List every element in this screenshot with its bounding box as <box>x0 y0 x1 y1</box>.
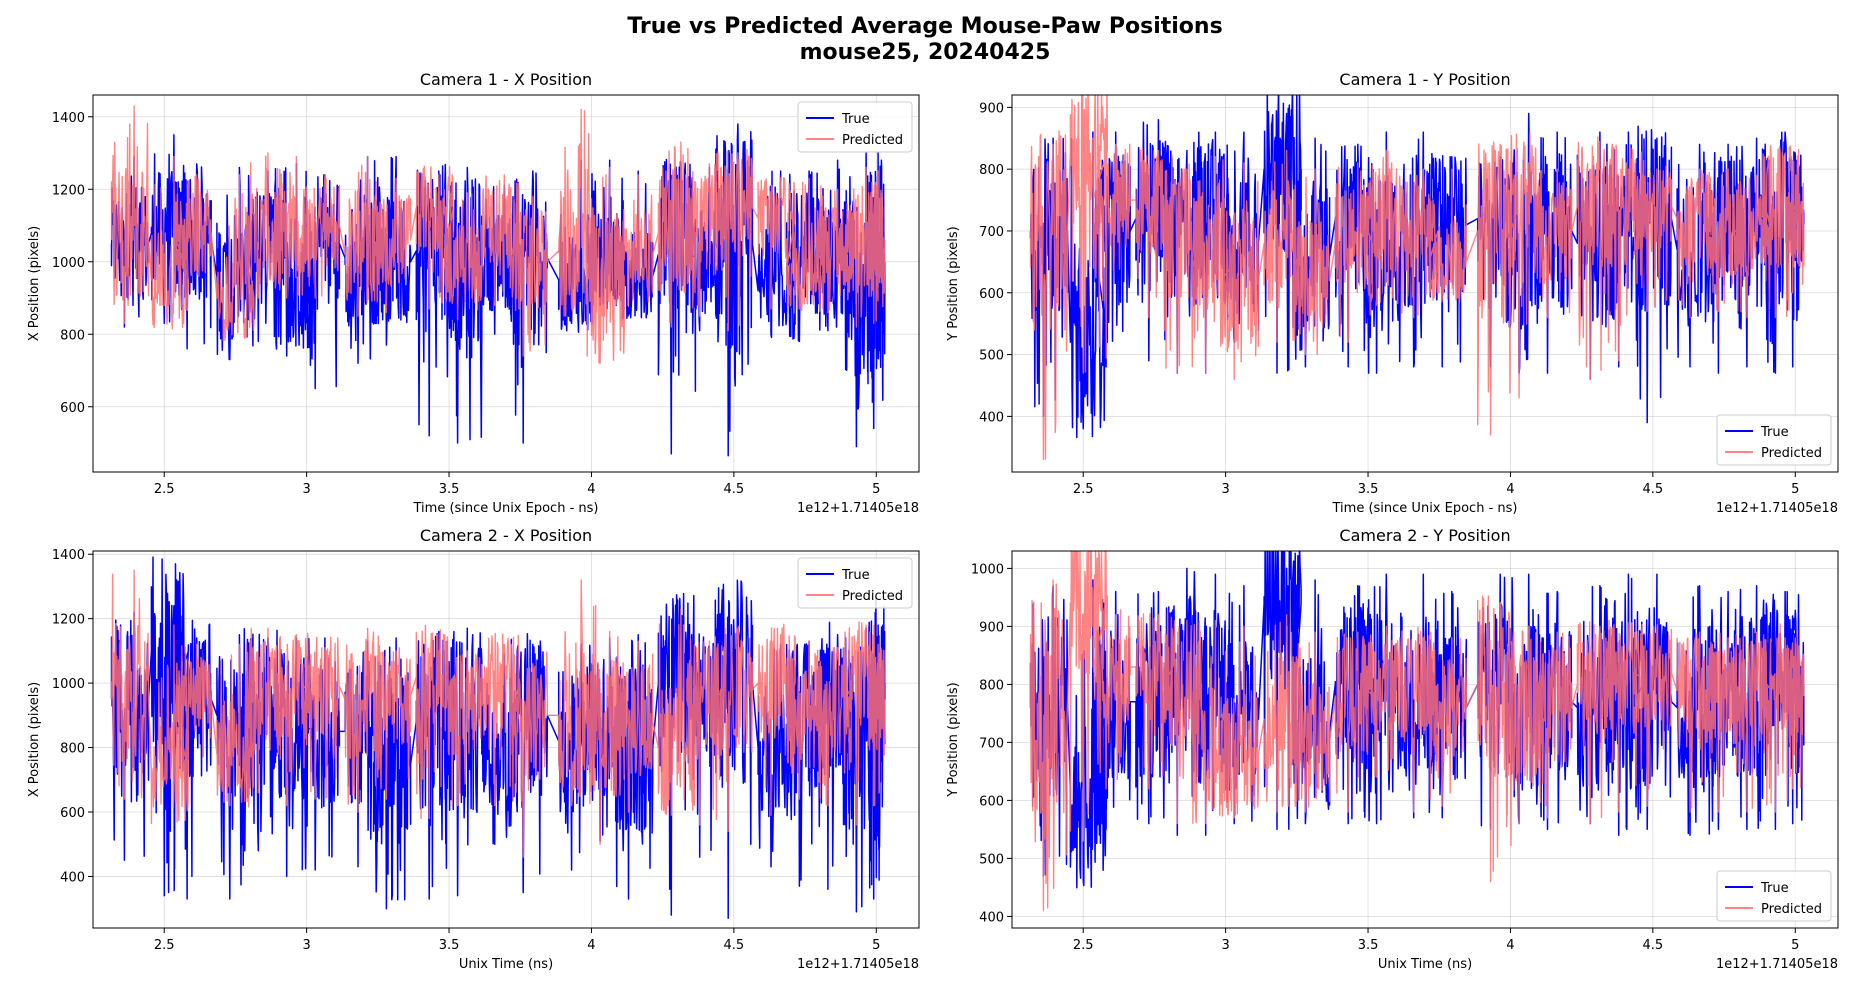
plot-area <box>1029 95 1805 461</box>
figure-title-line1: True vs Predicted Average Mouse-Paw Posi… <box>627 14 1223 39</box>
series-true-line <box>1029 551 1805 889</box>
y-tick-label: 900 <box>979 101 1004 116</box>
subplot-title: Camera 1 - X Position <box>420 70 592 89</box>
y-tick-label: 400 <box>979 410 1004 425</box>
subplot-3: 2.5 3 3.5 4 4.5 5 400 600 800 1000 1200 1400 Camera … <box>27 526 920 972</box>
y-tick-label: 1000 <box>52 256 85 271</box>
x-axis-label: Unix Time (ns) <box>459 957 553 972</box>
y-tick-label: 1000 <box>52 677 85 692</box>
x-offset-label: 1e12+1.71405e18 <box>1716 957 1838 972</box>
y-tick-label: 1200 <box>52 183 85 198</box>
axes-frame <box>92 94 920 473</box>
x-tick-label: 4.5 <box>724 938 745 953</box>
x-tick-label: 3 <box>1221 482 1229 497</box>
plot-area <box>1029 551 1805 912</box>
subplot-1: 2.5 3 3.5 4 4.5 5 600 800 1000 1200 1400 Camera 1 -… <box>27 70 920 516</box>
x-tick-label: 3.5 <box>439 482 460 497</box>
y-tick-label: 600 <box>979 287 1004 302</box>
y-tick-label: 600 <box>60 806 85 821</box>
x-offset-label: 1e12+1.71405e18 <box>797 957 919 972</box>
y-tick-label: 600 <box>979 794 1004 809</box>
y-tick-label: 700 <box>979 736 1004 751</box>
subplot-title: Camera 2 - X Position <box>420 526 592 545</box>
legend: True Predicted <box>1716 870 1832 922</box>
x-tick-label: 2.5 <box>154 938 175 953</box>
x-tick-label: 3.5 <box>439 938 460 953</box>
legend-label-predicted: Predicted <box>842 589 903 604</box>
x-tick-label: 5 <box>872 938 880 953</box>
legend-label-predicted: Predicted <box>1761 902 1822 917</box>
y-tick-label: 800 <box>979 678 1004 693</box>
legend-label-true: True <box>841 112 870 127</box>
legend: True Predicted <box>797 557 913 609</box>
x-tick-label: 2.5 <box>154 482 175 497</box>
legend-label-predicted: Predicted <box>1761 446 1822 461</box>
subplot-4: 2.5 3 3.5 4 4.5 5 400 500 600 700 800 900 1000 Camera… <box>946 526 1839 972</box>
x-tick-label: 4 <box>587 938 595 953</box>
legend-label-predicted: Predicted <box>842 133 903 148</box>
y-axis-label: X Position (pixels) <box>27 682 42 797</box>
x-axis-label: Time (since Unix Epoch - ns) <box>1332 501 1518 516</box>
x-tick-label: 3 <box>302 938 310 953</box>
series-predicted-line <box>110 105 886 364</box>
y-tick-label: 400 <box>979 910 1004 925</box>
y-tick-label: 400 <box>60 870 85 885</box>
y-tick-label: 500 <box>979 349 1004 364</box>
x-tick-label: 4.5 <box>1643 482 1664 497</box>
series-predicted-line <box>110 569 886 858</box>
legend-label-true: True <box>1760 425 1789 440</box>
series-predicted-line <box>1029 551 1805 912</box>
legend: True Predicted <box>797 101 913 153</box>
axes-frame <box>1011 94 1839 473</box>
subplot-2: 2.5 3 3.5 4 4.5 5 400 500 600 700 800 900 Camera 1 -… <box>946 70 1839 516</box>
plot-area <box>110 556 886 920</box>
x-tick-label: 2.5 <box>1073 938 1094 953</box>
y-tick-label: 600 <box>60 401 85 416</box>
y-tick-label: 800 <box>979 163 1004 178</box>
x-axis-label: Unix Time (ns) <box>1378 957 1472 972</box>
y-tick-label: 900 <box>979 620 1004 635</box>
x-axis-label: Time (since Unix Epoch - ns) <box>413 501 599 516</box>
series-predicted-line <box>1029 95 1805 461</box>
y-axis-label: Y Position (pixels) <box>946 226 961 342</box>
x-tick-label: 5 <box>1791 938 1799 953</box>
legend-label-true: True <box>1760 881 1789 896</box>
x-tick-label: 2.5 <box>1073 482 1094 497</box>
axes-frame <box>1011 550 1839 929</box>
y-tick-label: 800 <box>60 742 85 757</box>
x-tick-label: 5 <box>1791 482 1799 497</box>
legend: True Predicted <box>1716 414 1832 466</box>
y-axis-label: X Position (pixels) <box>27 226 42 341</box>
axes-frame <box>92 550 920 929</box>
y-tick-label: 1400 <box>52 111 85 126</box>
legend-label-true: True <box>841 568 870 583</box>
x-tick-label: 3.5 <box>1358 938 1379 953</box>
x-tick-label: 3 <box>302 482 310 497</box>
subplot-title: Camera 1 - Y Position <box>1339 70 1510 89</box>
x-tick-label: 4.5 <box>1643 938 1664 953</box>
x-tick-label: 3 <box>1221 938 1229 953</box>
y-tick-label: 700 <box>979 225 1004 240</box>
x-tick-label: 4 <box>1506 938 1514 953</box>
x-tick-label: 3.5 <box>1358 482 1379 497</box>
x-offset-label: 1e12+1.71405e18 <box>797 501 919 516</box>
y-axis-label: Y Position (pixels) <box>946 682 961 798</box>
y-tick-label: 800 <box>60 328 85 343</box>
y-tick-label: 1200 <box>52 613 85 628</box>
plot-area <box>110 105 886 457</box>
y-tick-label: 1000 <box>971 562 1004 577</box>
y-tick-label: 500 <box>979 852 1004 867</box>
figure-title-line2: mouse25, 20240425 <box>799 40 1051 65</box>
subplot-title: Camera 2 - Y Position <box>1339 526 1510 545</box>
figure-title: True vs Predicted Average Mouse-Paw Posi… <box>0 14 1850 66</box>
x-offset-label: 1e12+1.71405e18 <box>1716 501 1838 516</box>
y-tick-label: 1400 <box>52 548 85 563</box>
x-tick-label: 4 <box>587 482 595 497</box>
x-tick-label: 5 <box>872 482 880 497</box>
x-tick-label: 4 <box>1506 482 1514 497</box>
x-tick-label: 4.5 <box>724 482 745 497</box>
